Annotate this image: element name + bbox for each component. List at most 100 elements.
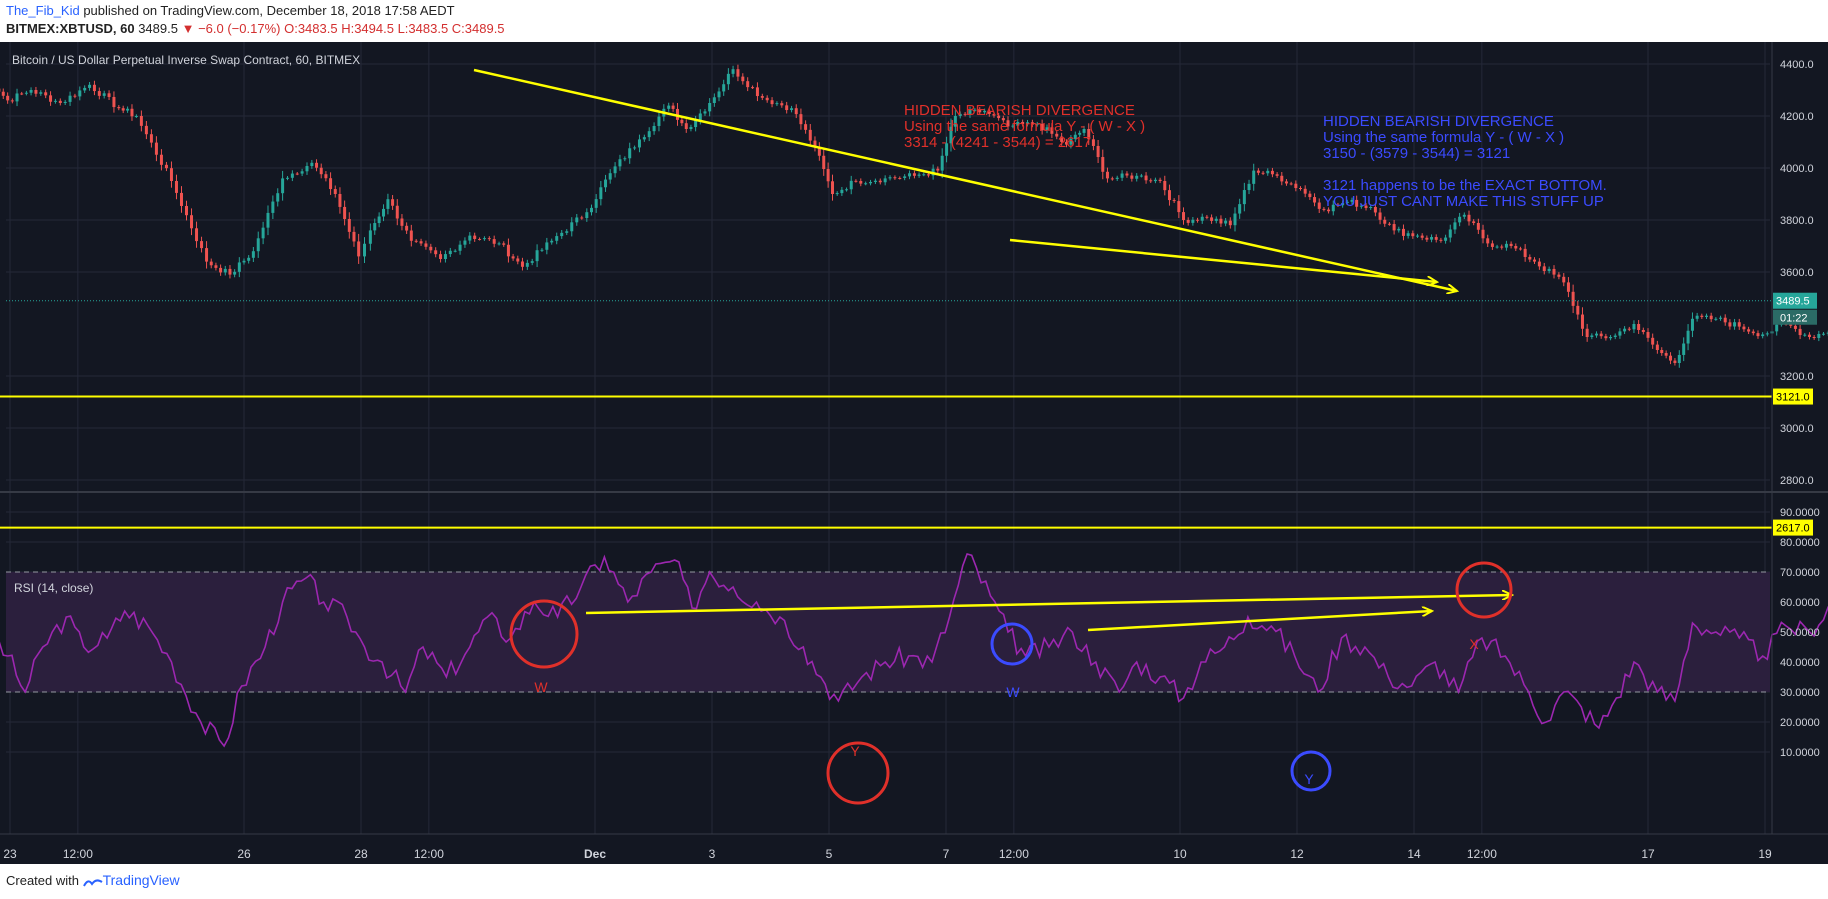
- tradingview-link[interactable]: TradingView: [102, 872, 180, 888]
- candle-body: [963, 113, 967, 115]
- candle-body: [657, 116, 661, 126]
- candle-body: [949, 126, 953, 144]
- candle-body: [854, 180, 858, 182]
- candle-body: [1798, 328, 1802, 336]
- candle-body: [575, 217, 579, 223]
- candle-body: [1655, 344, 1659, 350]
- candle-body: [1270, 170, 1274, 175]
- candle-body: [1580, 314, 1584, 329]
- red-annotation-line: 3314 - (4241 - 3544) = 2617: [904, 134, 1091, 151]
- candle-body: [1252, 170, 1256, 184]
- candle-body: [511, 256, 515, 259]
- candle-body: [1826, 332, 1828, 334]
- candle-body: [405, 225, 409, 231]
- blue-annotation-line: HIDDEN BEARISH DIVERGENCE: [1323, 113, 1554, 130]
- candle-body: [987, 110, 991, 114]
- candle-body: [34, 90, 38, 94]
- price-tick-label: 3000.0: [1780, 423, 1814, 435]
- x-tick-label: 10: [1173, 847, 1187, 861]
- x-tick-label: 7: [943, 847, 950, 861]
- candle-body: [1355, 199, 1359, 207]
- candle-body: [247, 257, 251, 261]
- published-text: published on TradingView.com, December 1…: [79, 3, 455, 18]
- candle-body: [1091, 139, 1095, 146]
- candle-body: [121, 108, 125, 111]
- candle-body: [1623, 328, 1627, 332]
- drawings[interactable]: [473, 68, 1512, 805]
- candle-body: [845, 189, 849, 191]
- price-tick-label: 3200.0: [1780, 371, 1814, 383]
- candle-body: [698, 113, 702, 121]
- candle-body: [1500, 246, 1504, 248]
- candle-body: [1369, 207, 1373, 208]
- candle-body: [24, 92, 28, 94]
- candle-body: [97, 91, 101, 96]
- candle-body: [468, 235, 472, 241]
- candle-body: [817, 147, 821, 156]
- candle-body: [997, 115, 1001, 119]
- candle-body: [1313, 197, 1317, 203]
- candle-body: [300, 171, 304, 174]
- candle-body: [1167, 190, 1171, 201]
- candle-body: [1411, 233, 1415, 237]
- candle-body: [1723, 317, 1727, 323]
- candle-body: [310, 162, 314, 167]
- horizontal-line-label-bg: [1773, 388, 1813, 405]
- candle-body: [506, 244, 510, 257]
- candle-body: [1228, 220, 1232, 226]
- candle-body: [1677, 354, 1681, 363]
- candle-body: [473, 235, 477, 239]
- candle-body: [1533, 259, 1537, 262]
- candle-body: [936, 168, 940, 171]
- candle-body: [770, 100, 774, 105]
- candle-body: [983, 110, 987, 113]
- candle-body: [1742, 326, 1746, 330]
- author-link[interactable]: The_Fib_Kid: [6, 3, 80, 18]
- candle-body: [1200, 216, 1204, 221]
- candle-body: [808, 129, 812, 141]
- candle-body: [958, 113, 962, 116]
- candle-body: [195, 228, 199, 242]
- candle-body: [1585, 328, 1589, 337]
- candle-body: [722, 84, 726, 92]
- candle-body: [1163, 181, 1167, 191]
- candle-body: [1073, 134, 1077, 139]
- candle-body: [1266, 170, 1270, 174]
- footer: Created with TradingView: [6, 872, 180, 888]
- candle-body: [717, 91, 721, 98]
- trading-chart[interactable]: 3121.0 2617.0 3489.5 01:22 23 12:00 26 28 12:00…: [0, 42, 1828, 864]
- candle-body: [1518, 248, 1522, 250]
- rsi-line-group: [0, 553, 1828, 748]
- candle-body: [1120, 173, 1124, 178]
- candle-body: [319, 167, 323, 175]
- candle-body: [652, 125, 656, 132]
- candle-body: [1576, 305, 1580, 315]
- candle-body: [883, 178, 887, 183]
- candle-body: [1709, 315, 1713, 320]
- candle-body: [1397, 228, 1401, 231]
- candle-body: [458, 244, 462, 251]
- x-tick-label: 19: [1758, 847, 1772, 861]
- candle-body: [164, 164, 168, 169]
- candle-body: [338, 194, 342, 207]
- x-tick-label: 3: [709, 847, 716, 861]
- candle-body: [1453, 222, 1457, 230]
- candle-body: [618, 159, 622, 167]
- candle-body: [1341, 202, 1345, 206]
- rsi-tick-label: 10.0000: [1780, 747, 1820, 759]
- candle-body: [1327, 209, 1331, 212]
- rsi-tick-label: 50.0000: [1780, 627, 1820, 639]
- candle-body: [169, 168, 173, 181]
- candle-body: [256, 238, 260, 252]
- candle-body: [992, 113, 996, 116]
- candle-body: [1172, 200, 1176, 202]
- candle-body: [1458, 216, 1462, 223]
- candle-body: [608, 173, 612, 180]
- candle-body: [83, 87, 87, 91]
- candle-body: [1101, 157, 1105, 172]
- candle-body: [1537, 261, 1541, 267]
- candle-body: [1280, 175, 1284, 182]
- horizontal-lines[interactable]: 3121.0 2617.0 3489.5 01:22: [0, 292, 1817, 536]
- candle-body: [760, 96, 764, 98]
- candle-body: [580, 217, 584, 219]
